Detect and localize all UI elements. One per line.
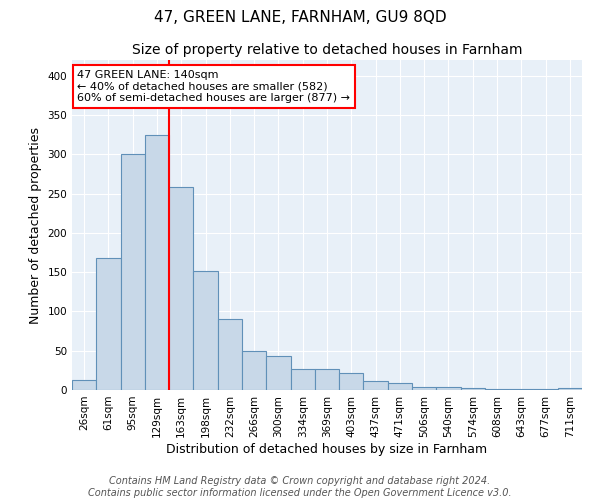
Bar xyxy=(145,134,169,390)
Text: Contains HM Land Registry data © Crown copyright and database right 2024.
Contai: Contains HM Land Registry data © Crown c… xyxy=(88,476,512,498)
Bar xyxy=(169,188,193,390)
Bar xyxy=(364,382,388,390)
Bar xyxy=(558,388,582,390)
Bar xyxy=(339,372,364,390)
Bar xyxy=(290,369,315,390)
Bar xyxy=(461,388,485,390)
Bar xyxy=(412,387,436,390)
Bar xyxy=(96,258,121,390)
Bar xyxy=(121,154,145,390)
Bar xyxy=(533,389,558,390)
Bar xyxy=(72,380,96,390)
Bar xyxy=(315,369,339,390)
Title: Size of property relative to detached houses in Farnham: Size of property relative to detached ho… xyxy=(132,44,522,58)
Bar xyxy=(436,387,461,390)
Bar xyxy=(193,270,218,390)
Text: 47 GREEN LANE: 140sqm
← 40% of detached houses are smaller (582)
60% of semi-det: 47 GREEN LANE: 140sqm ← 40% of detached … xyxy=(77,70,350,103)
Y-axis label: Number of detached properties: Number of detached properties xyxy=(29,126,42,324)
Bar xyxy=(242,350,266,390)
Bar xyxy=(485,389,509,390)
Bar xyxy=(509,389,533,390)
Bar xyxy=(266,356,290,390)
X-axis label: Distribution of detached houses by size in Farnham: Distribution of detached houses by size … xyxy=(166,442,488,456)
Bar xyxy=(388,383,412,390)
Text: 47, GREEN LANE, FARNHAM, GU9 8QD: 47, GREEN LANE, FARNHAM, GU9 8QD xyxy=(154,10,446,25)
Bar xyxy=(218,318,242,390)
